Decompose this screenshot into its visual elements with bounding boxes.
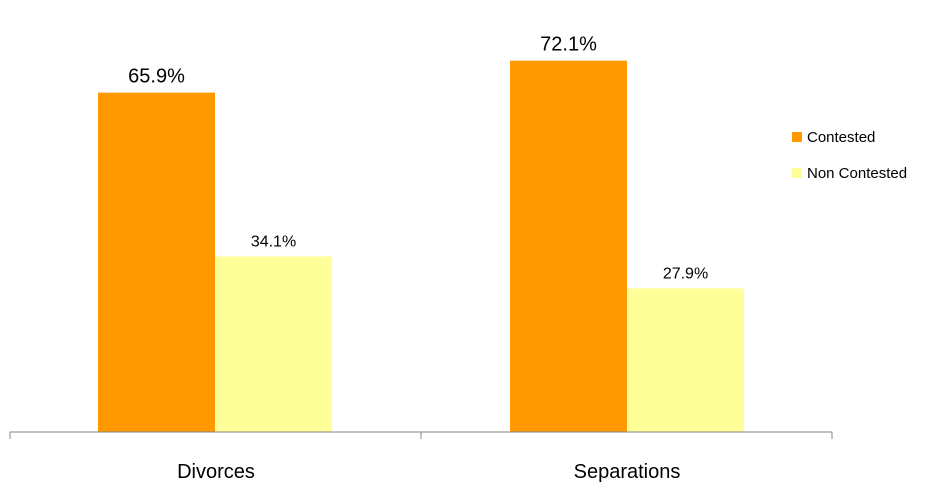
legend-label-non-contested: Non Contested [807, 164, 908, 182]
category-label-separations: Separations [574, 461, 681, 483]
x-axis [9, 431, 833, 439]
bar-separations-non-contested [627, 288, 744, 432]
legend: Contested Non Contested [792, 128, 945, 200]
legend-label-contested: Contested [807, 128, 876, 146]
value-labels-layer: 65.9% 34.1% 72.1% 27.9% [128, 34, 708, 283]
legend-swatch-non-contested [792, 168, 802, 178]
data-label-separations-non-contested: 27.9% [663, 265, 708, 282]
category-labels-layer: Divorces Separations [177, 461, 680, 483]
data-label-separations-contested: 72.1% [540, 34, 597, 56]
category-label-divorces: Divorces [177, 461, 255, 483]
bar-divorces-contested [98, 92, 215, 433]
data-label-divorces-non-contested: 34.1% [251, 233, 296, 250]
legend-swatch-contested [792, 132, 802, 142]
bar-divorces-non-contested [215, 256, 332, 432]
bars-layer [98, 60, 744, 433]
data-label-divorces-contested: 65.9% [128, 66, 185, 88]
legend-item-non-contested: Non Contested [792, 164, 945, 182]
legend-item-contested: Contested [792, 128, 945, 146]
bar-separations-contested [510, 60, 627, 433]
